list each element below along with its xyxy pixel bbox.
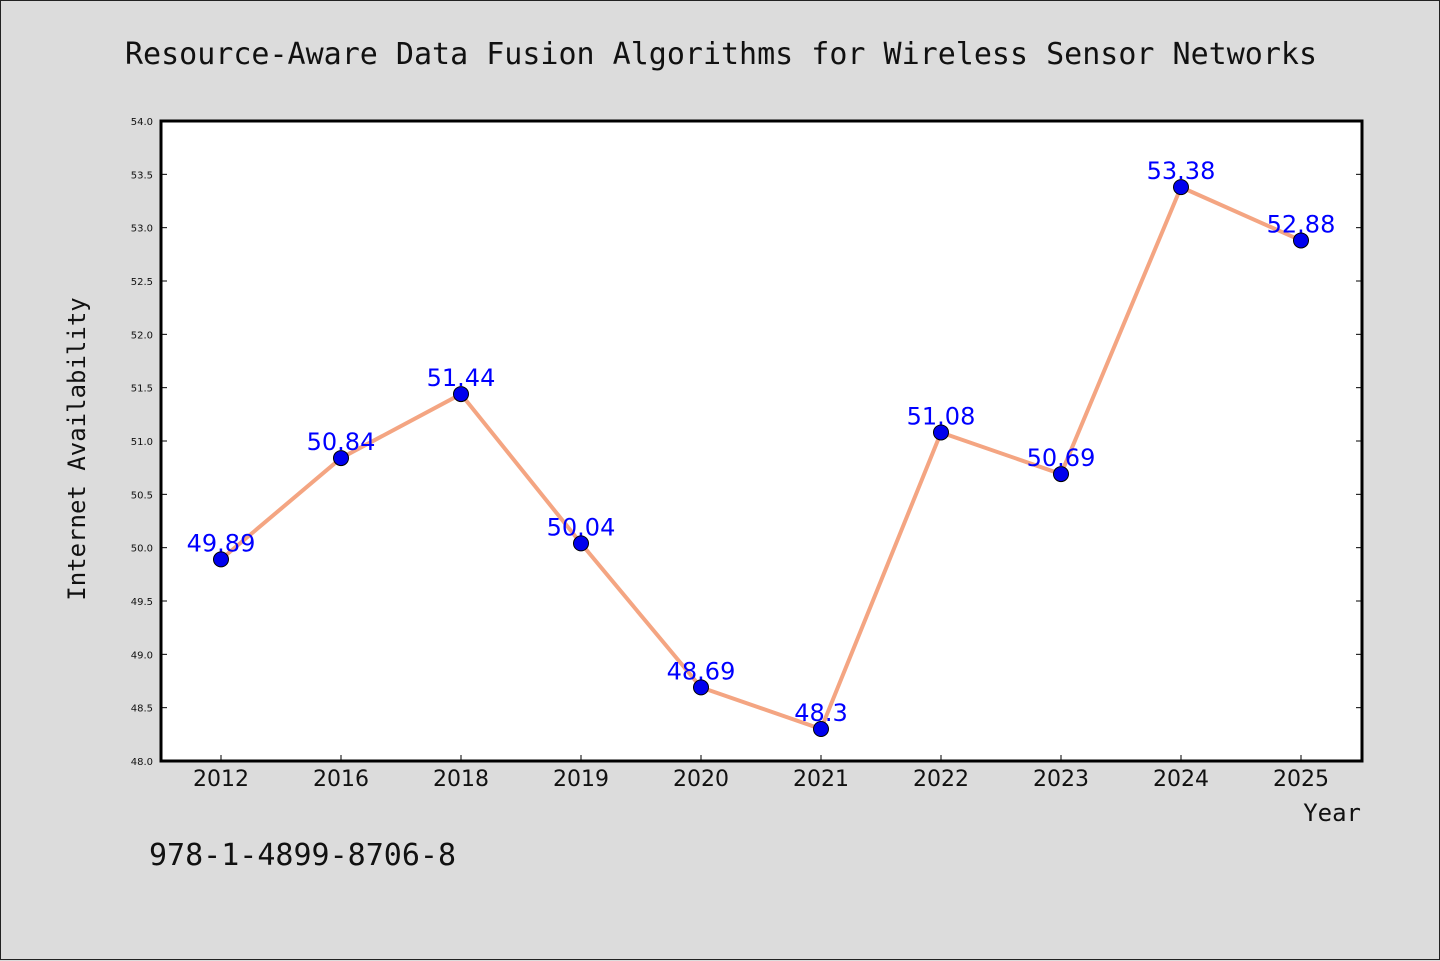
y-tick-label: 51.5 bbox=[131, 384, 153, 395]
data-label: 53.38 bbox=[1147, 157, 1216, 185]
x-tick-label: 2020 bbox=[673, 767, 729, 792]
data-labels-group: 49.89 50.84 51.44 50.04 48.69 48.3 51.08 50.69 5… bbox=[187, 157, 1336, 727]
data-label: 50.69 bbox=[1027, 444, 1096, 472]
x-tick-label: 2021 bbox=[793, 767, 849, 792]
data-point bbox=[213, 551, 229, 568]
y-tick-label: 52.5 bbox=[131, 277, 153, 288]
data-point bbox=[1173, 179, 1189, 196]
y-tick-label: 54.0 bbox=[131, 117, 153, 128]
data-label: 51.08 bbox=[907, 402, 976, 430]
data-point bbox=[693, 679, 709, 696]
series-group bbox=[219, 185, 1302, 731]
plot-area bbox=[159, 119, 1364, 763]
data-label: 50.04 bbox=[547, 513, 616, 541]
data-point bbox=[933, 424, 949, 441]
y-axis-label: Internet Availability bbox=[63, 297, 91, 600]
y-tick-label: 53.0 bbox=[131, 224, 153, 235]
data-point bbox=[813, 721, 829, 737]
x-tick-label: 2022 bbox=[913, 767, 969, 792]
x-axis-label: Year bbox=[1303, 799, 1361, 827]
data-label: 52.88 bbox=[1267, 210, 1336, 238]
isbn-text: 978-1-4899-8706-8 bbox=[149, 838, 456, 873]
x-tick-label: 2016 bbox=[313, 767, 369, 792]
data-label: 49.89 bbox=[187, 529, 256, 557]
data-point bbox=[573, 535, 589, 552]
points-group bbox=[213, 179, 1309, 737]
y-tick-label: 49.5 bbox=[131, 597, 153, 608]
y-tick-label: 50.5 bbox=[131, 490, 153, 501]
series-line bbox=[219, 185, 1302, 731]
data-label: 50.84 bbox=[307, 428, 376, 456]
x-axis-ticks: 2012 2016 2018 2019 2020 2021 2022 2023 2024 2025 bbox=[193, 755, 1329, 792]
y-tick-label: 48.0 bbox=[131, 757, 153, 768]
x-tick-label: 2024 bbox=[1153, 767, 1209, 792]
x-tick-label: 2019 bbox=[553, 767, 609, 792]
data-label: 51.44 bbox=[427, 364, 496, 392]
data-label: 48.3 bbox=[794, 699, 847, 727]
x-tick-label: 2025 bbox=[1273, 767, 1329, 792]
y-axis-ticks: 48.0 48.5 49.0 49.5 50.0 50.5 51.0 51.5 52.0 52.5… bbox=[131, 117, 1362, 768]
x-tick-label: 2012 bbox=[193, 767, 249, 792]
data-point bbox=[1053, 466, 1069, 483]
x-tick-label: 2018 bbox=[433, 767, 489, 792]
data-point bbox=[333, 450, 349, 467]
data-point bbox=[453, 386, 469, 403]
y-tick-label: 50.0 bbox=[131, 544, 153, 555]
chart-title: Resource-Aware Data Fusion Algorithms fo… bbox=[125, 37, 1317, 72]
data-point bbox=[1293, 232, 1309, 249]
y-tick-label: 49.0 bbox=[131, 650, 153, 661]
y-tick-label: 52.0 bbox=[131, 330, 153, 341]
data-label: 48.69 bbox=[667, 657, 736, 685]
y-tick-label: 53.5 bbox=[131, 170, 153, 181]
x-tick-label: 2023 bbox=[1033, 767, 1089, 792]
y-tick-label: 48.5 bbox=[131, 704, 153, 715]
y-tick-label: 51.0 bbox=[131, 437, 153, 448]
